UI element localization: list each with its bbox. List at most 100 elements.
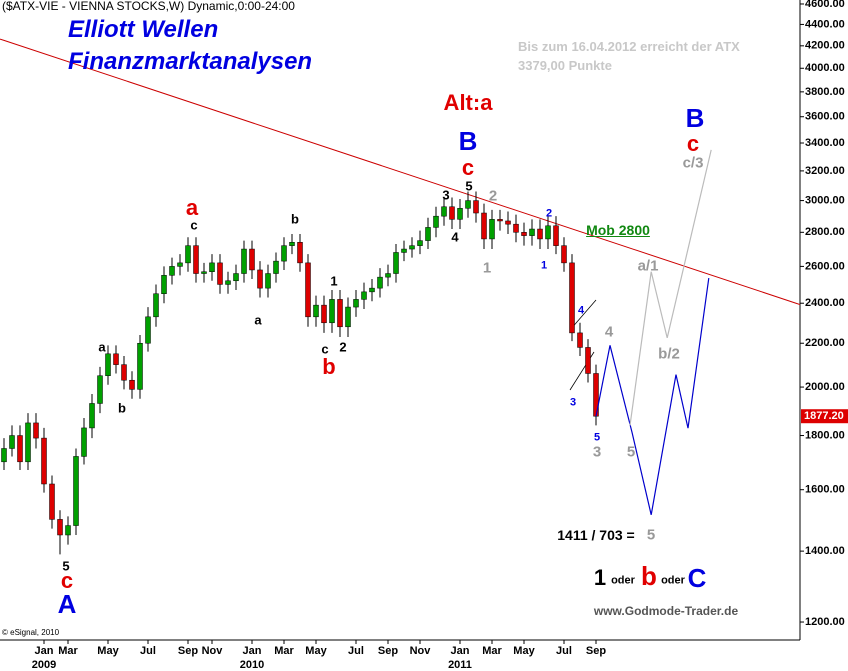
- wave-label: c: [190, 217, 198, 233]
- y-tick-label: 3200.00: [805, 165, 845, 177]
- wave-label: a: [254, 312, 262, 328]
- year-label: 2011: [448, 659, 472, 671]
- y-tick-label: 1400.00: [805, 545, 845, 557]
- candle-body: [553, 225, 559, 246]
- wave-label: 5: [593, 431, 601, 444]
- candle-body: [457, 208, 463, 220]
- candle-body: [201, 271, 207, 274]
- y-tick-label: 3400.00: [805, 137, 845, 149]
- year-label: 2010: [240, 659, 264, 671]
- candle-body: [97, 375, 103, 404]
- candle-body: [465, 200, 471, 209]
- y-tick-label: 4200.00: [805, 40, 845, 52]
- x-tick-label: Nov: [410, 645, 432, 657]
- y-tick-label: 4000.00: [805, 62, 845, 74]
- candle-body: [425, 227, 431, 241]
- y-tick-label: 2000.00: [805, 381, 845, 393]
- y-tick-label: 4600.00: [805, 0, 845, 10]
- wave-label: Alt:a: [443, 90, 493, 115]
- wave-label: b: [118, 400, 126, 416]
- candle-body: [513, 223, 519, 233]
- candle-body: [265, 273, 271, 289]
- wave-label: a: [98, 339, 106, 355]
- candle-body: [73, 456, 79, 526]
- wave-label: 3: [569, 396, 577, 409]
- wave-label: a: [185, 195, 199, 220]
- candle-body: [233, 273, 239, 282]
- wave-label: b: [322, 354, 336, 379]
- candle-body: [257, 269, 263, 289]
- y-tick-label: 1800.00: [805, 429, 845, 441]
- x-tick-label: Mar: [482, 645, 502, 657]
- candle-body: [57, 519, 63, 536]
- candle-body: [209, 262, 215, 272]
- brand-title: Elliott Wellen: [68, 16, 219, 43]
- candle-body: [545, 225, 551, 240]
- wave-label: c: [321, 341, 329, 357]
- x-tick-label: Sep: [178, 645, 198, 657]
- candle-body: [17, 435, 23, 463]
- candle-body: [561, 245, 567, 264]
- wave-label: a/1: [637, 257, 659, 275]
- wave-label: 3: [592, 443, 602, 461]
- last-price-label: 1877.20: [804, 410, 844, 422]
- ratio-label: 1411 / 703 =: [557, 527, 635, 543]
- candle-body: [329, 299, 335, 324]
- candle-body: [393, 252, 399, 274]
- wave-label: 1: [482, 259, 492, 277]
- candle-body: [473, 200, 479, 214]
- candle-body: [25, 422, 31, 463]
- y-tick-label: 1200.00: [805, 616, 845, 628]
- wave-label: A: [57, 589, 77, 619]
- x-tick-label: Jan: [243, 645, 262, 657]
- wave-label: 5: [465, 178, 473, 194]
- wave-label: B: [685, 103, 705, 133]
- note: 3379,00 Punkte: [518, 58, 612, 73]
- candle-body: [417, 240, 423, 246]
- candle-body: [41, 437, 47, 485]
- x-tick-label: Sep: [586, 645, 606, 657]
- y-tick-label: 2800.00: [805, 226, 845, 238]
- candle-body: [105, 353, 111, 376]
- x-tick-label: Nov: [202, 645, 224, 657]
- candle-body: [153, 293, 159, 318]
- candle-body: [537, 228, 543, 240]
- candle-body: [177, 262, 183, 267]
- candle-body: [489, 219, 495, 240]
- candle-body: [433, 215, 439, 228]
- wave-label: 5: [626, 443, 636, 461]
- candle-body: [569, 262, 575, 334]
- last-price-box: [801, 409, 848, 424]
- candle-body: [225, 280, 231, 285]
- candle-body: [385, 273, 391, 278]
- candle-body: [185, 245, 191, 264]
- candle-body: [169, 266, 175, 276]
- projection-line: [629, 149, 712, 426]
- candle-body: [217, 262, 223, 285]
- projection-line: [595, 277, 710, 515]
- candle-body: [65, 525, 71, 536]
- candle-body: [193, 245, 199, 274]
- candle-body: [361, 291, 367, 300]
- wave-label: 2: [339, 339, 347, 355]
- y-tick-label: 3000.00: [805, 194, 845, 206]
- candle-body: [529, 228, 535, 236]
- wave-label: C: [687, 563, 707, 593]
- candle-body: [521, 232, 527, 236]
- y-tick-label: 3800.00: [805, 86, 845, 98]
- candle-body: [369, 287, 375, 293]
- wave-label: 4: [451, 229, 459, 245]
- candle-body: [129, 379, 135, 390]
- y-tick-label: 2400.00: [805, 297, 845, 309]
- x-tick-label: Mar: [274, 645, 294, 657]
- candle-body: [297, 242, 303, 264]
- wave-label: 2: [488, 187, 498, 205]
- candle-body: [585, 347, 591, 374]
- candle-body: [441, 206, 447, 217]
- y-tick-label: 4400.00: [805, 18, 845, 30]
- candle-body: [241, 248, 247, 274]
- candle-body: [409, 245, 415, 250]
- year-label: 2009: [32, 659, 56, 671]
- wave-label: B: [458, 126, 478, 156]
